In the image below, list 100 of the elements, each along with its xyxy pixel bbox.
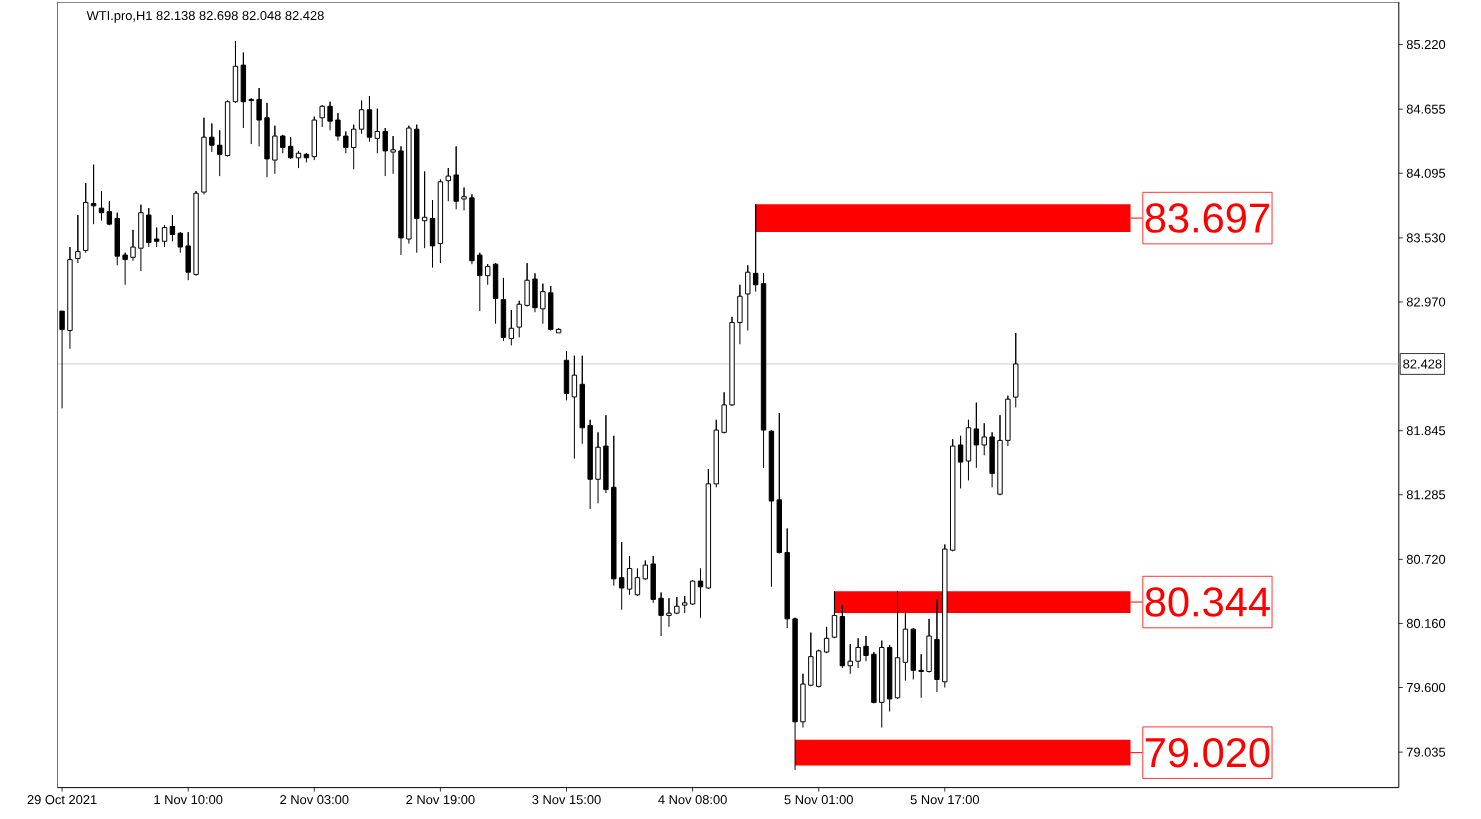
candlestick bbox=[224, 99, 231, 157]
candlestick bbox=[406, 125, 412, 244]
candlestick bbox=[303, 152, 310, 163]
candlestick bbox=[760, 272, 767, 469]
candlestick bbox=[579, 355, 585, 445]
candlestick bbox=[737, 284, 743, 345]
y-tick-label: 84.655 bbox=[1406, 104, 1446, 114]
x-tick-label: 2 Nov 03:00 bbox=[280, 794, 349, 805]
candlestick bbox=[500, 277, 507, 342]
candlestick bbox=[823, 626, 830, 654]
candlestick bbox=[902, 612, 909, 681]
candlestick bbox=[532, 272, 538, 313]
candlestick bbox=[839, 604, 846, 669]
candlestick bbox=[626, 555, 633, 596]
x-tick-label: 2 Nov 19:00 bbox=[406, 794, 475, 805]
candlestick bbox=[618, 541, 625, 611]
candlestick bbox=[571, 355, 578, 460]
candlestick bbox=[161, 224, 168, 248]
band-label: 83.697 bbox=[1145, 203, 1269, 233]
candlestick bbox=[910, 627, 916, 680]
candlestick bbox=[524, 262, 530, 307]
candlestick bbox=[177, 231, 184, 254]
candlestick bbox=[484, 263, 491, 286]
candlestick bbox=[130, 229, 136, 262]
candlestick bbox=[650, 555, 656, 604]
candlestick bbox=[335, 112, 341, 141]
candlestick bbox=[358, 99, 365, 135]
candlestick bbox=[453, 145, 459, 210]
candlestick bbox=[343, 130, 349, 154]
y-tick-label: 80.720 bbox=[1406, 554, 1446, 564]
candlestick bbox=[997, 414, 1003, 496]
y-tick-label: 81.845 bbox=[1406, 425, 1446, 436]
candlestick bbox=[855, 637, 861, 669]
candlestick bbox=[611, 435, 617, 587]
candlestick bbox=[421, 170, 428, 249]
candlestick bbox=[295, 150, 302, 169]
y-tick-label: 82.970 bbox=[1406, 297, 1446, 307]
candlestick bbox=[973, 401, 980, 469]
candlestick bbox=[382, 127, 388, 177]
candlestick bbox=[800, 673, 806, 728]
candlestick bbox=[83, 182, 89, 254]
candlestick bbox=[516, 300, 522, 338]
candlestick bbox=[240, 51, 247, 129]
candlestick bbox=[75, 214, 81, 264]
candlestick bbox=[776, 412, 783, 554]
band-label: 80.344 bbox=[1145, 587, 1270, 617]
x-tick-label: 4 Nov 08:00 bbox=[658, 794, 727, 805]
x-tick-label: 5 Nov 17:00 bbox=[910, 794, 980, 805]
band-label: 79.020 bbox=[1145, 737, 1270, 768]
candlestick bbox=[942, 543, 948, 688]
candlestick bbox=[666, 597, 672, 628]
candlestick bbox=[989, 431, 995, 488]
candlestick bbox=[492, 262, 499, 325]
candlestick bbox=[886, 644, 893, 712]
candlestick bbox=[816, 649, 822, 688]
candlestick bbox=[894, 590, 901, 700]
candlestick bbox=[697, 567, 704, 619]
candlestick bbox=[965, 419, 972, 481]
candlestick bbox=[445, 167, 451, 202]
candlestick bbox=[67, 246, 73, 350]
candlestick bbox=[713, 419, 719, 488]
text: WTI.pro,H1 82.138 82.698 82.048 82.428 bbox=[86, 10, 324, 23]
candlestick bbox=[138, 204, 144, 272]
candlestick bbox=[414, 123, 420, 254]
x-tick-label: 1 Nov 10:00 bbox=[154, 794, 223, 805]
y-tick-label: 80.160 bbox=[1406, 618, 1446, 628]
candlestick bbox=[272, 125, 278, 175]
candlestick bbox=[752, 203, 759, 292]
candlestick bbox=[59, 310, 65, 409]
candlestick bbox=[634, 567, 641, 597]
candlestick bbox=[879, 639, 885, 728]
candlestick bbox=[256, 87, 262, 147]
candlestick bbox=[705, 468, 712, 590]
candlestick bbox=[603, 414, 609, 494]
candlestick bbox=[563, 350, 570, 401]
candlestick bbox=[287, 136, 294, 160]
candlestick bbox=[185, 231, 191, 281]
candlestick bbox=[390, 135, 396, 175]
candlestick bbox=[1005, 395, 1011, 447]
candlestick bbox=[153, 226, 160, 248]
candlestick bbox=[193, 190, 199, 276]
candlestick bbox=[146, 207, 152, 248]
candlestick bbox=[217, 129, 223, 177]
candlestick bbox=[729, 316, 735, 407]
y-tick-label: 81.285 bbox=[1406, 490, 1446, 500]
candlestick bbox=[319, 104, 325, 128]
candlestick bbox=[674, 596, 680, 615]
candlestick bbox=[1013, 332, 1019, 408]
candlestick bbox=[863, 635, 869, 662]
x-tick-label: 29 Oct 2021 bbox=[27, 794, 97, 805]
candlestick bbox=[461, 186, 467, 211]
candlestick bbox=[437, 178, 444, 264]
candlestick bbox=[114, 212, 120, 266]
x-tick-label: 5 Nov 01:00 bbox=[784, 794, 853, 805]
candlestick bbox=[595, 431, 601, 504]
x-tick-label: 3 Nov 15:00 bbox=[532, 794, 601, 805]
candlestick bbox=[847, 643, 853, 675]
candlestick bbox=[926, 618, 932, 673]
candlestick bbox=[745, 264, 751, 331]
candlestick bbox=[232, 40, 239, 104]
